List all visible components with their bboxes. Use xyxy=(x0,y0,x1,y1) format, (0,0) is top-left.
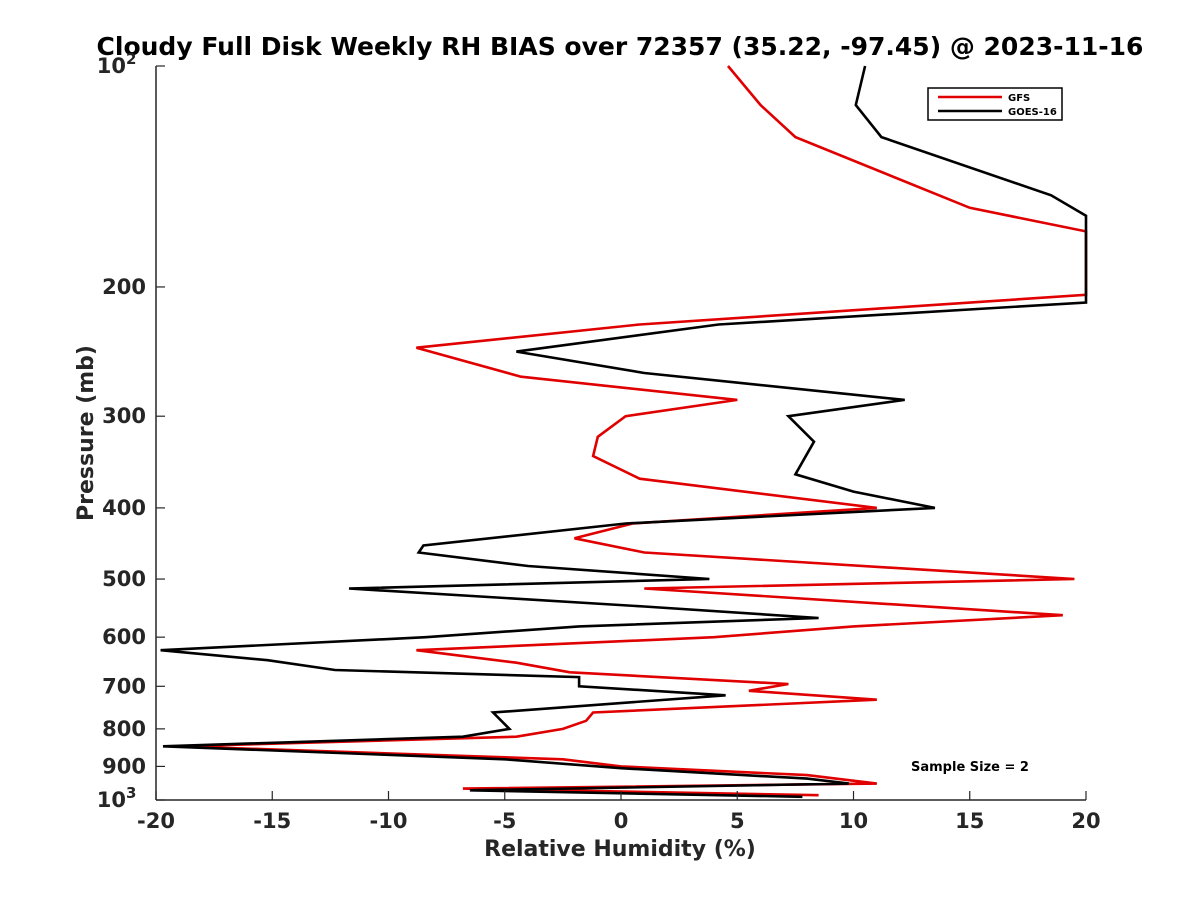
sample-size-annotation: Sample Size = 2 xyxy=(911,760,1029,775)
y-axis-label: Pressure (mb) xyxy=(74,345,99,521)
y-tick-label: 10 xyxy=(97,788,126,812)
series-lines xyxy=(160,65,1088,799)
x-tick-label: 20 xyxy=(1071,809,1100,833)
x-tick-label: -10 xyxy=(370,809,408,833)
y-tick-label: 600 xyxy=(102,625,146,649)
chart-title: Cloudy Full Disk Weekly RH BIAS over 723… xyxy=(97,32,1144,61)
y-tick-label: 800 xyxy=(102,717,146,741)
y-tick-exponent: 3 xyxy=(126,784,136,802)
y-tick-label: 400 xyxy=(102,496,146,520)
x-tick-label: -5 xyxy=(493,809,516,833)
y-tick-exponent: 2 xyxy=(126,50,136,68)
legend-label-gfs: GFS xyxy=(1008,93,1030,104)
x-tick-label: -20 xyxy=(137,809,175,833)
x-tick-label: 5 xyxy=(730,809,745,833)
y-tick-label: 200 xyxy=(102,275,146,299)
legend-box xyxy=(927,87,1063,121)
y-tick-label: 500 xyxy=(102,567,146,591)
x-tick-label: 0 xyxy=(614,809,629,833)
x-axis-ticks: -20 -15 -10 -5 0 5 10 15 20 xyxy=(137,791,1101,833)
legend: GFS GOES-16 xyxy=(927,87,1063,121)
y-tick-label: 300 xyxy=(102,404,146,428)
x-tick-label: 10 xyxy=(839,809,868,833)
legend-label-goes16: GOES-16 xyxy=(1008,107,1057,118)
y-tick-label: 700 xyxy=(102,674,146,698)
y-tick-label: 900 xyxy=(102,754,146,778)
x-axis-label: Relative Humidity (%) xyxy=(484,837,756,862)
series-line-goes16 xyxy=(160,65,1088,799)
y-tick-label: 10 xyxy=(97,54,126,78)
x-tick-label: 15 xyxy=(955,809,984,833)
series-line-gfs xyxy=(179,65,1088,797)
x-tick-label: -15 xyxy=(253,809,291,833)
